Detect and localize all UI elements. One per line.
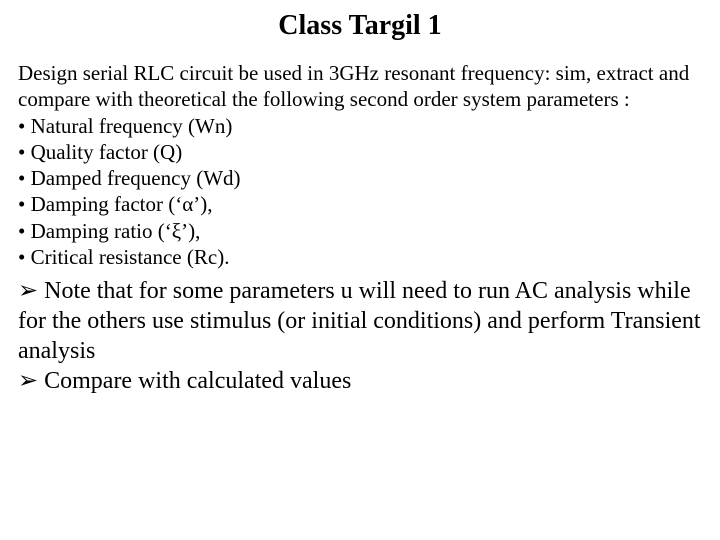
page-title: Class Targil 1	[18, 10, 702, 42]
list-item: Natural frequency (Wn)	[18, 113, 702, 139]
intro-paragraph: Design serial RLC circuit be used in 3GH…	[18, 60, 702, 113]
list-item: Quality factor (Q)	[18, 139, 702, 165]
note-item: Note that for some parameters u will nee…	[18, 276, 702, 366]
list-item: Critical resistance (Rc).	[18, 244, 702, 270]
notes-list: Note that for some parameters u will nee…	[18, 276, 702, 396]
list-item: Damped frequency (Wd)	[18, 165, 702, 191]
slide-page: Class Targil 1 Design serial RLC circuit…	[0, 0, 720, 406]
list-item: Damping factor (‘α’),	[18, 191, 702, 217]
note-item: Compare with calculated values	[18, 366, 702, 396]
list-item: Damping ratio (‘ξ’),	[18, 218, 702, 244]
parameter-list: Natural frequency (Wn) Quality factor (Q…	[18, 113, 702, 271]
